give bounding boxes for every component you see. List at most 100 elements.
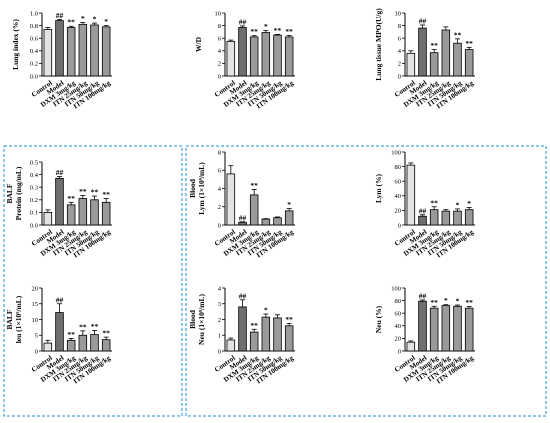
y-axis-label-line1: Blood	[188, 178, 197, 198]
bar-2	[55, 177, 64, 226]
y-tick-label: 0	[398, 222, 401, 229]
bar-1	[43, 211, 53, 226]
y-tick-label: 0	[218, 73, 221, 80]
significance-mark: ##	[56, 295, 64, 304]
bar-1	[43, 28, 53, 77]
bar-5	[90, 199, 99, 226]
bar-5	[453, 305, 462, 352]
y-tick-label: 0	[218, 222, 221, 229]
y-tick-label: 4	[218, 48, 222, 55]
significance-mark: *	[456, 200, 460, 209]
bar-3	[249, 36, 259, 77]
y-tick-label: 2	[218, 61, 221, 68]
significance-mark: ##	[419, 16, 427, 25]
bar-1	[226, 40, 236, 77]
y-tick-label: 0	[398, 73, 401, 80]
significance-mark: *	[93, 15, 97, 24]
bar-6	[101, 26, 111, 77]
significance-mark: **	[79, 187, 87, 196]
y-tick-label: 8	[218, 23, 221, 30]
y-axis-label: BloodNeu (1×10⁹/mL)	[188, 294, 206, 345]
y-tick-label: 6	[218, 36, 222, 43]
significance-mark: ##	[239, 291, 247, 300]
y-axis-label: BALFleu (1×10⁵/mL)	[5, 295, 23, 343]
significance-mark: **	[91, 322, 99, 331]
significance-mark: *	[456, 297, 460, 306]
y-axis-label: W/D	[194, 36, 203, 52]
y-axis-label: Neu (%)	[374, 305, 383, 333]
bar-5	[273, 34, 282, 77]
bar-5	[90, 334, 99, 352]
significance-mark: **	[285, 27, 293, 36]
y-axis-label-line1: BALF	[5, 183, 14, 203]
y-tick-label: 0.0	[30, 73, 38, 80]
significance-mark: ##	[56, 168, 64, 177]
significance-mark: **	[67, 330, 75, 339]
bar-3	[429, 52, 439, 77]
y-tick-label: 4	[218, 285, 222, 292]
bar-2	[238, 27, 247, 77]
panel-group-frame-blood	[185, 145, 547, 417]
bar-2	[418, 27, 427, 77]
bar-5	[453, 42, 462, 77]
y-tick-label: 3	[218, 301, 221, 308]
y-tick-label: 0	[218, 348, 221, 355]
significance-mark: **	[102, 190, 110, 199]
y-tick-label: 0.5	[30, 159, 38, 166]
bar-5	[453, 210, 462, 226]
bar-6	[101, 339, 111, 352]
significance-mark: ##	[239, 17, 247, 26]
y-tick-label: 8	[398, 23, 401, 30]
y-tick-label: 80	[395, 164, 402, 171]
y-tick-label: 10	[215, 10, 222, 17]
bar-2	[418, 215, 427, 226]
significance-mark: *	[287, 200, 291, 209]
significance-mark: **	[79, 322, 87, 331]
significance-mark: ##	[419, 291, 427, 300]
bar-4	[78, 334, 88, 352]
y-tick-label: 4	[398, 48, 402, 55]
y-tick-label: 2	[398, 61, 401, 68]
bar-3	[429, 307, 439, 352]
y-tick-label: 100	[391, 149, 401, 156]
y-tick-label: 0.0	[30, 222, 38, 229]
bar-6	[464, 49, 474, 77]
bar-2	[238, 221, 247, 226]
bar-1	[226, 173, 236, 226]
bar-1	[43, 342, 53, 352]
bar-6	[284, 325, 294, 352]
y-axis-label-line1: Blood	[188, 309, 197, 329]
bar-4	[78, 23, 88, 77]
y-tick-label: 40	[395, 323, 402, 330]
bar-3	[66, 339, 76, 352]
y-tick-label: 10	[32, 317, 39, 324]
bar-3	[66, 204, 76, 226]
significance-mark: **	[91, 188, 99, 197]
y-tick-label: 1.0	[30, 10, 38, 17]
y-axis-label-line1: BALF	[5, 309, 14, 329]
y-axis-label: Lym (%)	[374, 174, 383, 203]
y-tick-label: 80	[395, 298, 402, 305]
significance-mark: **	[465, 298, 473, 307]
significance-mark: *	[264, 22, 268, 31]
significance-mark: **	[274, 26, 282, 35]
significance-mark: *	[104, 17, 108, 26]
y-tick-label: 0.1	[30, 210, 38, 217]
significance-mark: **	[430, 298, 438, 307]
y-tick-label: 2	[218, 204, 221, 211]
bar-6	[284, 210, 294, 226]
bar-4	[261, 32, 271, 77]
bar-6	[464, 209, 474, 226]
y-tick-label: 0	[35, 348, 38, 355]
panel-group-frame-balf	[3, 145, 183, 417]
y-tick-label: 100	[391, 285, 401, 292]
bar-4	[441, 29, 451, 77]
y-tick-label: 1	[218, 333, 221, 340]
